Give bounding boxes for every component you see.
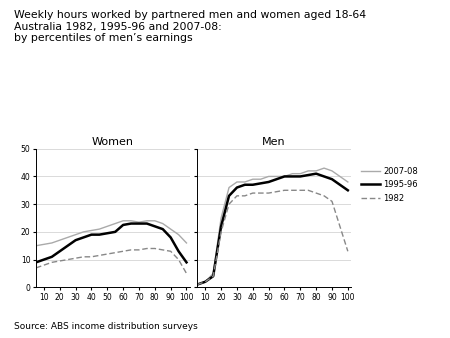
Title: Women: Women: [92, 137, 134, 147]
Legend: 2007-08, 1995-96, 1982: 2007-08, 1995-96, 1982: [361, 167, 418, 203]
Title: Men: Men: [262, 137, 286, 147]
Text: Weekly hours worked by partnered men and women aged 18-64
Australia 1982, 1995-9: Weekly hours worked by partnered men and…: [14, 10, 365, 43]
Text: Source: ABS income distribution surveys: Source: ABS income distribution surveys: [14, 322, 197, 331]
